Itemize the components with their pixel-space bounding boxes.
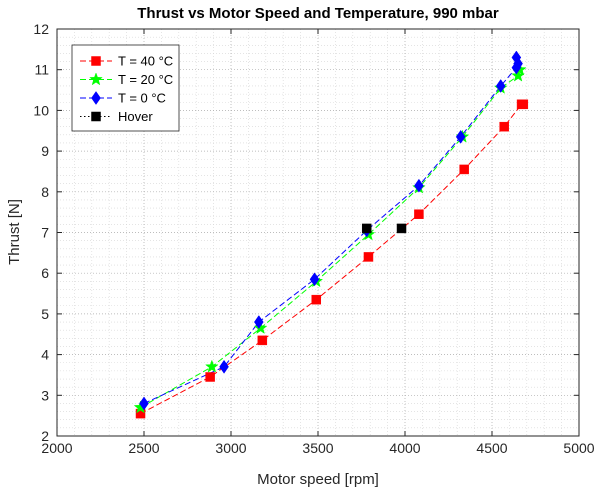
data-point-t-40-c — [257, 335, 268, 346]
x-tick-label: 3500 — [302, 440, 333, 456]
y-tick-label: 6 — [41, 265, 49, 281]
data-point-t-20-c — [253, 320, 268, 334]
markers-t-40-c — [135, 99, 529, 419]
data-point-t-0-c — [139, 396, 149, 411]
y-axis-label: Thrust [N] — [6, 199, 23, 265]
series-layer — [133, 50, 529, 419]
legend-marker-hover — [91, 111, 101, 122]
legend-label-hover: Hover — [118, 109, 153, 124]
x-tick-label: 4500 — [476, 440, 507, 456]
markers-t-0-c — [139, 50, 523, 411]
legend: T = 40 °C T = 20 °C T = 0 °C Hover — [71, 44, 180, 132]
x-axis-label: Motor speed [rpm] — [257, 471, 379, 488]
y-tick-label: 5 — [41, 306, 49, 322]
series-line-t-40-c — [140, 103, 524, 415]
data-point-t-20-c — [204, 359, 219, 373]
y-tick-label: 3 — [41, 387, 49, 403]
grid — [57, 29, 579, 436]
data-point-t-0-c — [455, 129, 466, 144]
data-point-t-40-c — [459, 164, 469, 175]
x-tick-label: 5000 — [563, 440, 594, 456]
data-point-t-40-c — [363, 252, 374, 262]
data-point-t-40-c — [518, 99, 529, 110]
legend-marker-t-0-c — [91, 91, 101, 105]
series-t-20-c — [140, 69, 521, 408]
legend-marker-t-20-c — [89, 72, 103, 86]
legend-label-t-40-c: T = 40 °C — [118, 54, 173, 69]
legend-box — [71, 44, 180, 132]
data-point-t-0-c — [309, 272, 320, 287]
data-point-hover — [361, 223, 372, 234]
y-tick-label: 7 — [41, 225, 49, 241]
legend-label-t-20-c: T = 20 °C — [118, 72, 173, 87]
y-tick-label: 9 — [41, 143, 49, 159]
data-point-t-0-c — [495, 79, 506, 93]
data-point-t-40-c — [414, 209, 424, 219]
tick-layer: 2000 2500 3000 3500 4000 4500 5000 2 3 4 5 6 7 8 9 10 11… — [33, 21, 594, 456]
legend-label-t-0-c: T = 0 °C — [118, 91, 166, 106]
y-tick-label: 2 — [41, 428, 49, 444]
x-tick-label: 2500 — [128, 440, 159, 456]
y-tick-label: 10 — [33, 102, 49, 118]
data-point-t-0-c — [513, 56, 523, 71]
data-point-hover — [396, 223, 407, 234]
data-point-t-0-c — [254, 315, 264, 329]
y-tick-label: 8 — [41, 184, 49, 200]
series-line-t-20-c — [140, 69, 521, 408]
data-point-t-40-c — [311, 294, 322, 305]
y-tick-label: 11 — [34, 62, 49, 78]
data-point-t-0-c — [414, 178, 424, 193]
legend-marker-t-40-c — [91, 56, 101, 66]
data-point-t-40-c — [205, 372, 215, 382]
y-tick-label: 12 — [33, 21, 49, 37]
x-tick-label: 3000 — [215, 440, 246, 456]
markers-hover — [361, 223, 407, 234]
chart-title: Thrust vs Motor Speed and Temperature, 9… — [137, 5, 499, 22]
data-point-t-0-c — [219, 359, 229, 374]
x-tick-label: 2000 — [41, 440, 72, 456]
x-tick-label: 4000 — [389, 440, 420, 456]
series-t-40-c — [140, 103, 524, 415]
data-point-t-40-c — [499, 121, 509, 132]
y-tick-label: 4 — [41, 347, 49, 363]
